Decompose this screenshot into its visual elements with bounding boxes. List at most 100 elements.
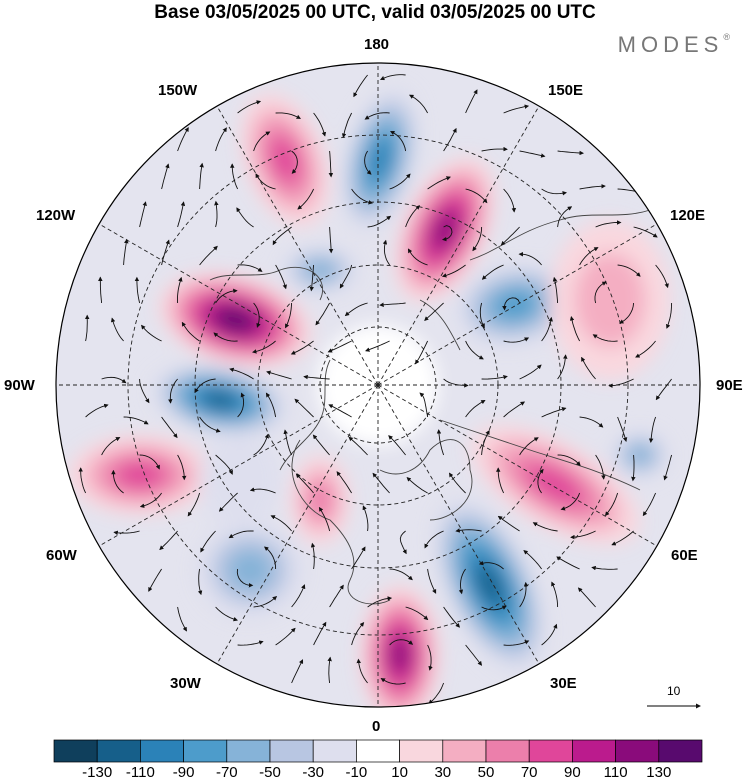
streamline-arrow: [367, 596, 393, 608]
streamline-arrow: [199, 245, 218, 266]
streamline-arrow: [443, 606, 460, 628]
streamline-arrow: [113, 530, 140, 536]
streamline-arrow: [194, 378, 216, 394]
streamline-arrow: [367, 215, 392, 228]
streamline-arrow: [579, 247, 599, 266]
modes-logo: MODES®: [618, 32, 730, 58]
streamline-arrow: [313, 621, 327, 646]
streamline-arrow: [591, 565, 618, 571]
streamline-arrow: [310, 542, 316, 570]
streamline-arrow: [351, 622, 365, 646]
streamline-arrow: [111, 469, 124, 494]
streamline-arrow: [557, 354, 568, 380]
streamline-arrow: [327, 340, 352, 353]
streamline-arrow: [362, 505, 369, 532]
streamline-arrow: [541, 623, 558, 646]
brand-text: MODES: [617, 32, 724, 57]
streamline-arrow: [442, 225, 453, 242]
streamline-arrow: [519, 150, 546, 158]
streamline-arrow: [419, 392, 429, 418]
streamline-arrow: [666, 302, 673, 329]
streamline-arrow: [500, 226, 520, 246]
streamline-arrow: [139, 454, 160, 470]
streamline-arrow: [215, 288, 238, 304]
colorbar-tick-label: -70: [215, 764, 238, 781]
streamline-arrow: [569, 316, 580, 342]
streamline-arrow: [351, 546, 366, 570]
streamline-arrow: [313, 112, 327, 137]
streamline-arrow: [328, 226, 334, 254]
lon-label-90e: 90E: [716, 377, 743, 394]
streamline-arrow: [579, 416, 604, 428]
streamline-arrow: [197, 568, 203, 596]
streamline-arrow: [436, 429, 445, 456]
streamline-arrow: [290, 340, 314, 355]
registered-mark: ®: [723, 32, 730, 42]
streamline-arrow: [253, 131, 271, 152]
streamline-arrow: [389, 131, 407, 152]
streamline-arrow: [101, 376, 127, 384]
streamline-arrow: [481, 146, 508, 152]
colorbar-tick-label: 10: [391, 764, 408, 781]
streamline-arrow: [253, 433, 269, 456]
streamline-arrow: [619, 302, 635, 324]
streamline-arrow: [519, 581, 529, 608]
streamline-arrow: [229, 367, 254, 380]
streamline-arrow: [502, 297, 521, 311]
streamline-arrow: [655, 264, 669, 289]
streamline-arrow: [478, 560, 504, 570]
streamline-arrow: [161, 163, 170, 190]
streamline-arrow: [523, 550, 542, 570]
anomaly-field: [68, 86, 670, 707]
streamline-arrow: [663, 454, 673, 481]
streamline-arrow: [294, 398, 314, 418]
streamline-arrow: [579, 183, 606, 190]
streamline-arrow: [123, 238, 129, 266]
streamline-arrow: [309, 264, 315, 292]
streamline-arrow: [481, 430, 490, 456]
colorbar-tick-label: 70: [520, 764, 538, 781]
streamline-arrow: [577, 587, 596, 608]
lon-label-60w: 60W: [46, 547, 77, 564]
streamline-arrow: [560, 492, 581, 511]
streamline-arrow: [592, 334, 618, 342]
streamline-arrow: [557, 150, 584, 156]
streamline-arrow: [328, 404, 352, 418]
streamline-arrow: [303, 374, 330, 380]
streamline-arrow: [139, 378, 150, 404]
streamline-arrow: [633, 226, 658, 238]
streamline-arrow: [237, 640, 264, 646]
map-title: Base 03/05/2025 00 UTC, valid 03/05/2025…: [154, 2, 596, 23]
streamline-arrow: [348, 436, 368, 456]
streamline-arrow: [427, 176, 451, 190]
streamline-arrow: [465, 89, 478, 114]
streamline-arrow: [218, 492, 238, 512]
streamline-arrow: [200, 530, 216, 553]
streamline-arrow: [427, 568, 437, 594]
streamline-arrow: [389, 173, 411, 190]
streamline-arrow: [328, 150, 334, 178]
streamline-arrow: [291, 659, 304, 684]
streamline-arrow: [409, 94, 428, 114]
streamline-arrow: [465, 644, 483, 666]
streamline-arrow: [389, 568, 413, 581]
streamline-arrow: [291, 584, 306, 608]
streamline-arrow: [228, 530, 254, 539]
colorbar-tick-label: 30: [434, 764, 452, 781]
streamline-arrow: [648, 416, 657, 443]
streamline-arrow: [315, 302, 330, 326]
streamline-arrow: [364, 112, 390, 120]
streamline-arrow: [594, 281, 607, 304]
streamline-arrow: [405, 205, 421, 228]
streamline-arrow: [557, 206, 573, 228]
streamline-arrow: [148, 568, 162, 592]
streamline-arrow: [98, 276, 103, 304]
streamline-arrow: [364, 150, 372, 175]
streamline-arrow: [168, 378, 178, 404]
streamline-arrow: [465, 399, 486, 418]
streamline-arrow: [161, 239, 170, 266]
streamline-arrow: [481, 264, 504, 280]
streamline-arrow: [215, 454, 233, 475]
streamline-arrow: [272, 226, 292, 246]
streamline-arrow: [415, 340, 429, 365]
